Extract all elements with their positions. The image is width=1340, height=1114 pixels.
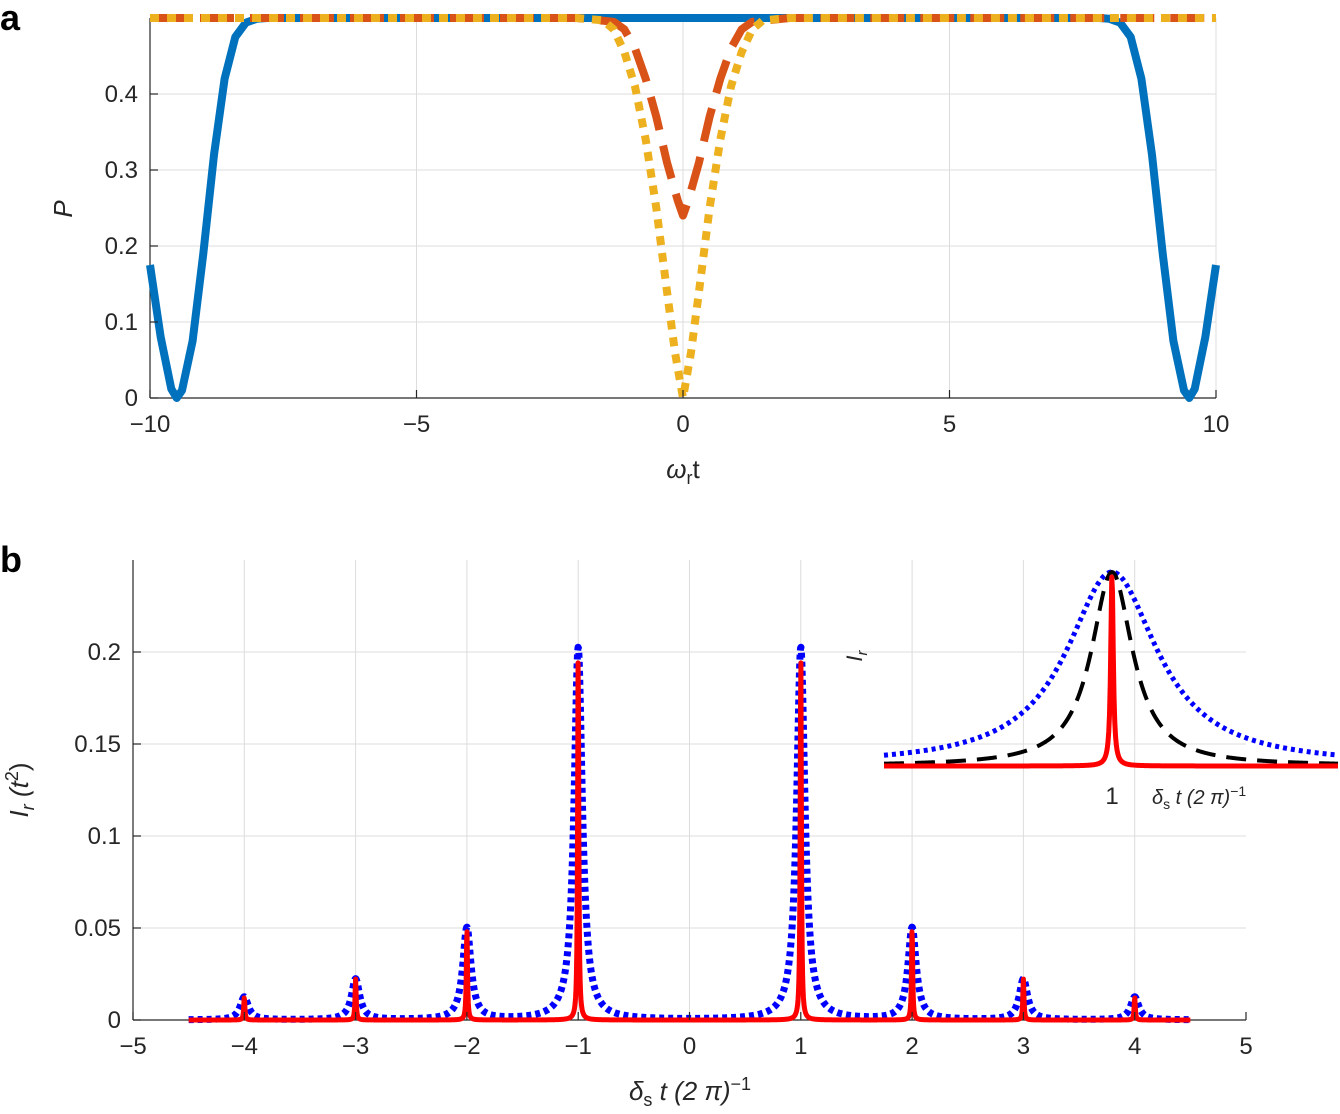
chart-b-inset: 1 δs t (2 π)−1 Ir [842,569,1340,812]
chart-a-series-dashed [150,14,1216,220]
chart-b-inset-ylabel: Ir [842,649,871,661]
chart-b-ytick-label: 0.05 [74,915,121,942]
chart-b-ylabel: Ir (t2) [2,762,38,817]
chart-b-xtick-label: 5 [1239,1033,1252,1060]
panel-letter-b: b [0,539,22,580]
chart-b-inset-xlabel: δs t (2 π)−1 [1152,783,1246,812]
chart-b-xtick-label: 2 [905,1033,918,1060]
chart-b: −5 −4 −3 −2 −1 0 1 2 3 4 5 0 0.05 0.1 0.15 0.2 δs t (2 … [2,560,1340,1110]
chart-a-xtick-label: 0 [676,411,689,438]
chart-a-xtick-label: −10 [130,411,171,438]
chart-a-xtick-label: 5 [943,411,956,438]
chart-b-xtick-label: 1 [794,1033,807,1060]
chart-b-xtick-label: 3 [1017,1033,1030,1060]
chart-b-ticks: −5 −4 −3 −2 −1 0 1 2 3 4 5 0 0.05 0.1 0.15 0.2 [74,639,1252,1060]
chart-b-inset-tick-label: 1 [1105,783,1118,810]
chart-a-ticks: −10 −5 0 5 10 0 0.1 0.2 0.3 0.4 [105,81,1230,438]
chart-a-series-solid [146,14,1220,402]
chart-a-series [146,14,1220,402]
chart-a-ylabel: P [48,200,78,218]
chart-a-ytick-label: 0.4 [105,81,138,108]
chart-b-ytick-label: 0.15 [74,731,121,758]
chart-b-ytick-label: 0.1 [88,823,121,850]
chart-a-xlabel: ωrt [666,454,700,488]
chart-a-ytick-label: 0 [125,385,138,412]
chart-b-inset-series-solid [882,574,1340,769]
chart-b-ytick-label: 0 [108,1007,121,1034]
chart-a-series-dotted [150,14,1216,402]
chart-b-xlabel: δs t (2 π)−1 [629,1074,751,1110]
chart-a-xtick-label: 10 [1203,411,1230,438]
chart-b-ytick-label: 0.2 [88,639,121,666]
chart-a-ytick-label: 0.3 [105,157,138,184]
chart-b-xtick-label: 4 [1128,1033,1141,1060]
chart-b-inset-series [882,569,1340,769]
chart-b-xtick-label: −2 [453,1033,480,1060]
chart-b-xtick-label: −4 [231,1033,258,1060]
chart-b-xtick-label: 0 [683,1033,696,1060]
chart-a-xtick-label: −5 [403,411,430,438]
chart-b-xtick-label: −5 [119,1033,146,1060]
chart-a-ytick-label: 0.2 [105,233,138,260]
chart-a-ytick-label: 0.1 [105,309,138,336]
panel-letter-a: a [0,0,21,38]
chart-b-xtick-label: −1 [565,1033,592,1060]
chart-b-inset-series-dashed [882,570,1340,766]
chart-a: −10 −5 0 5 10 0 0.1 0.2 0.3 0.4 ωrt P [48,14,1230,488]
chart-b-xtick-label: −3 [342,1033,369,1060]
